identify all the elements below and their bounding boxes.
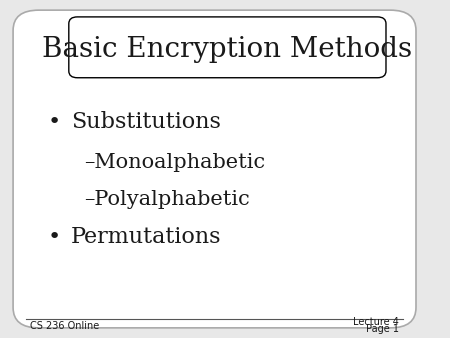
- Text: •: •: [47, 112, 61, 132]
- FancyBboxPatch shape: [69, 17, 386, 78]
- Text: Basic Encryption Methods: Basic Encryption Methods: [42, 35, 413, 63]
- Text: Page 1: Page 1: [366, 323, 399, 334]
- Text: Lecture 4: Lecture 4: [353, 317, 399, 327]
- Text: CS 236 Online: CS 236 Online: [30, 321, 99, 331]
- Text: –Polyalphabetic: –Polyalphabetic: [84, 190, 250, 209]
- Text: –Monoalphabetic: –Monoalphabetic: [84, 153, 265, 172]
- Text: Substitutions: Substitutions: [71, 111, 221, 133]
- FancyBboxPatch shape: [13, 10, 416, 328]
- Text: •: •: [47, 226, 61, 247]
- Text: Permutations: Permutations: [71, 225, 221, 248]
